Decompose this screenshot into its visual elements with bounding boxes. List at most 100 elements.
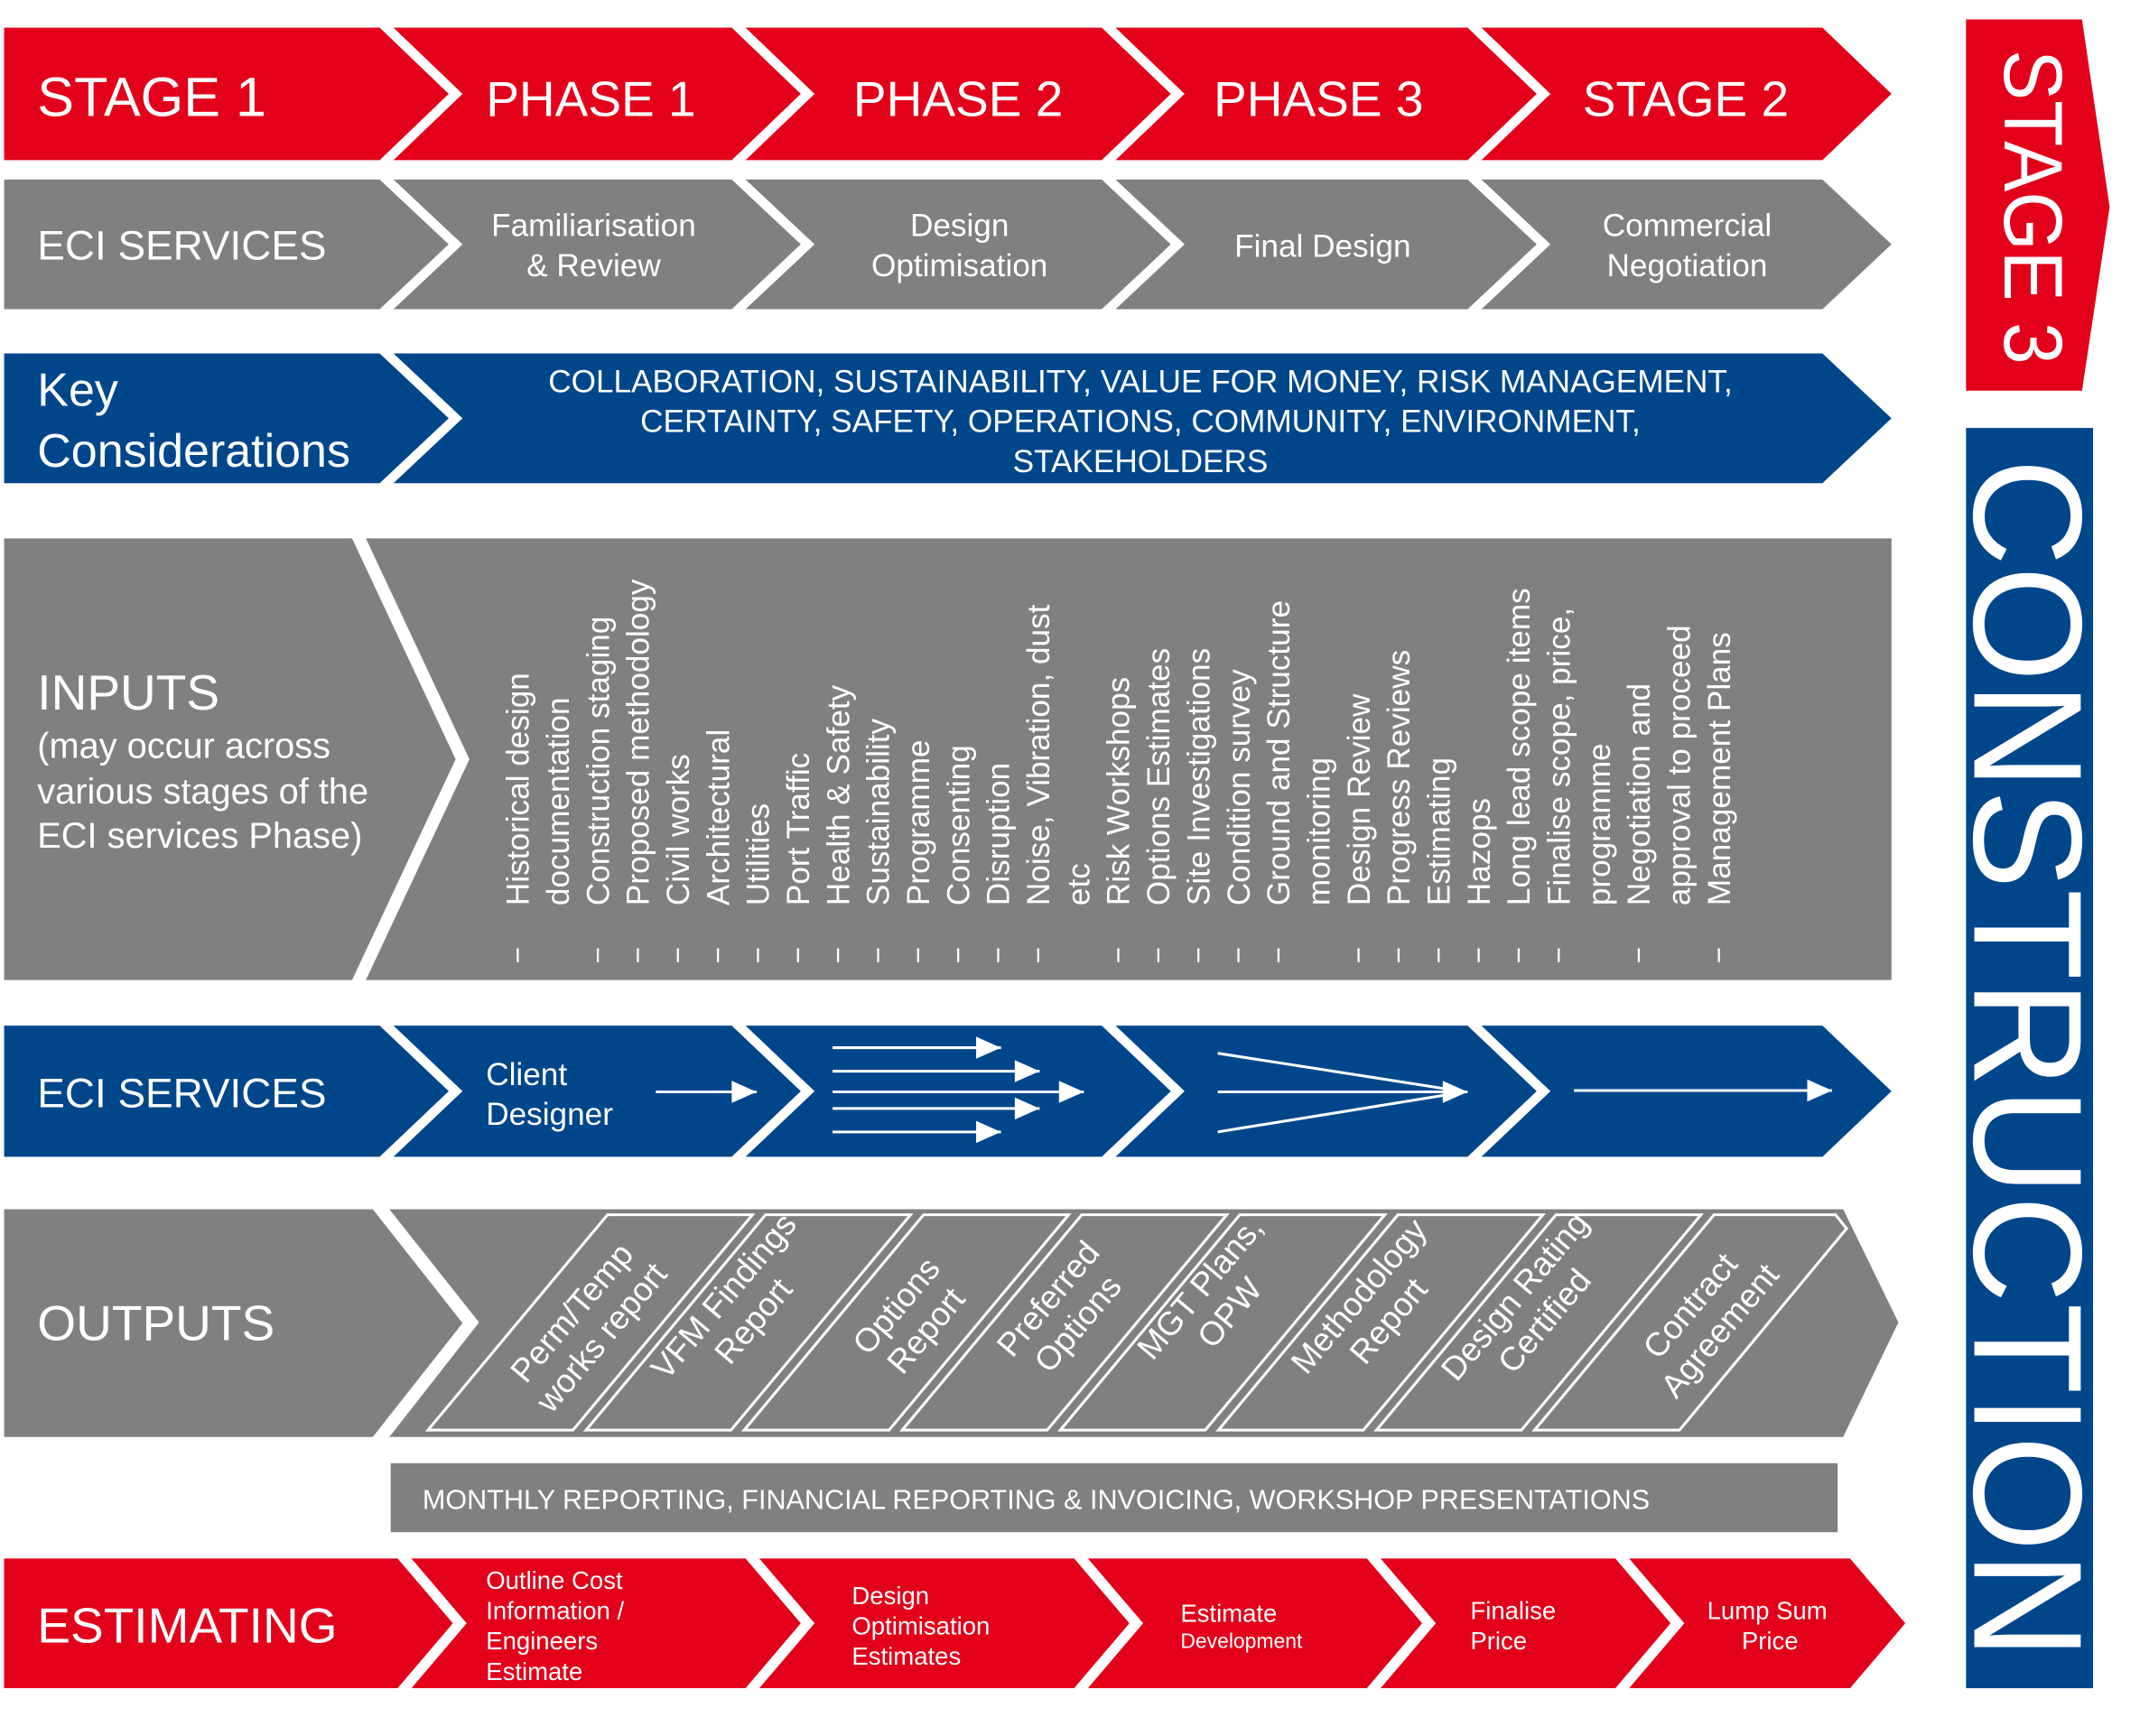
- estimating-chevron-1: [4, 1558, 453, 1689]
- key-considerations-chevron-1: [4, 353, 449, 484]
- outputs-body: [389, 1209, 1899, 1437]
- phase2-service: Design: [910, 209, 1009, 244]
- construction-banner: [1966, 428, 2094, 1689]
- input-item-line: Architectural: [701, 729, 736, 905]
- input-item-line: Long lead scope items: [1502, 588, 1537, 905]
- outputs-title: OUTPUTS: [37, 1295, 274, 1351]
- input-item-line: Consenting: [941, 745, 976, 905]
- estimating-step-2: Design: [851, 1582, 929, 1610]
- eci-services-chevron-2: [393, 179, 801, 310]
- estimating-step-4: Price: [1470, 1627, 1527, 1655]
- inputs-body: [366, 538, 1892, 980]
- input-item-line: etc: [1061, 863, 1096, 905]
- output-item-box: [1215, 1213, 1546, 1432]
- input-item-line: Finalise scope, price,: [1542, 608, 1577, 905]
- header-phase3: PHASE 3: [1214, 70, 1423, 126]
- header-chevron-3: [745, 27, 1171, 161]
- input-item-line: Estimating: [1421, 757, 1456, 905]
- input-item-line: monitoring: [1301, 757, 1336, 905]
- input-item-line: Options Estimates: [1141, 648, 1177, 905]
- arrowhead-icon: [1058, 1081, 1084, 1103]
- arrowhead-icon: [1014, 1097, 1040, 1120]
- input-item-line: Construction staging: [581, 617, 616, 906]
- converging-line: [1217, 1052, 1457, 1092]
- eci-flow-chevron-2: [393, 1026, 801, 1157]
- input-item-line: Disruption: [982, 763, 1017, 905]
- output-item-box: [740, 1213, 1072, 1432]
- outputs-title-chevron: [4, 1209, 463, 1437]
- estimating-step-4: Finalise: [1470, 1597, 1556, 1625]
- inputs-subtitle: ECI services Phase): [37, 816, 362, 856]
- input-item-line: Negotiation and: [1622, 683, 1657, 905]
- input-item-line: Programme: [901, 739, 936, 905]
- inputs-subtitle: various stages of the: [37, 772, 368, 812]
- input-item-line: Utilities: [741, 803, 777, 905]
- estimating-step-3: Estimate: [1180, 1600, 1277, 1628]
- input-item-line: approval to proceed: [1662, 625, 1698, 905]
- input-item-line: documentation: [541, 697, 576, 905]
- input-item-line: Hazops: [1462, 798, 1497, 905]
- phase1-service: & Review: [526, 248, 661, 283]
- eci-services-title: ECI SERVICES: [37, 222, 326, 269]
- header-chevron-1: [4, 27, 449, 161]
- client-label: Client: [486, 1057, 567, 1092]
- header-row: STAGE 1 PHASE 1 PHASE 2 PHASE 3 STAGE 2: [37, 66, 1789, 127]
- eci-services-flow-row: ECI SERVICES Client Designer: [37, 1057, 613, 1132]
- construction-label: CONSTRUCTION: [1941, 459, 2114, 1659]
- converging-line: [1217, 1091, 1457, 1134]
- header-chevron-2: [393, 27, 801, 161]
- arrowhead-icon: [1014, 1060, 1040, 1082]
- stage3-label: STAGE 3: [1986, 50, 2079, 365]
- header-stage1: STAGE 1: [37, 66, 266, 127]
- input-item-line: Site Investigations: [1181, 648, 1216, 905]
- eci-services-chevron-3: [745, 179, 1171, 310]
- eci-services-row: ECI SERVICES Familiarisation & Review De…: [37, 209, 1772, 283]
- input-item-line: Port Traffic: [781, 753, 816, 905]
- arrowhead-icon: [976, 1120, 1001, 1144]
- header-chevron-5: [1481, 27, 1892, 161]
- stage2-service: Negotiation: [1607, 248, 1768, 283]
- key-considerations-title: Considerations: [37, 425, 350, 478]
- input-item-line: Progress Reviews: [1382, 650, 1417, 905]
- considerations-text: CERTAINTY, SAFETY, OPERATIONS, COMMUNITY…: [640, 404, 1641, 440]
- inputs-subtitle: (may occur across: [37, 726, 330, 766]
- reporting-text: MONTHLY REPORTING, FINANCIAL REPORTING &…: [423, 1484, 1650, 1515]
- estimating-step-3: Development: [1180, 1629, 1303, 1653]
- input-item-line: Historical design: [501, 673, 536, 905]
- output-item-box: [898, 1213, 1230, 1432]
- phase3-service: Final Design: [1234, 228, 1410, 264]
- considerations-text: COLLABORATION, SUSTAINABILITY, VALUE FOR…: [548, 364, 1733, 399]
- reporting-bar: [390, 1462, 1838, 1533]
- arrowhead-icon: [731, 1081, 757, 1103]
- eci-services-chevron-1: [4, 179, 449, 310]
- arrowhead-icon: [1442, 1081, 1468, 1103]
- estimating-chevron-4: [1087, 1558, 1422, 1689]
- input-item-line: programme: [1582, 743, 1617, 905]
- eci-services-chevron-5: [1481, 179, 1892, 310]
- estimating-step-1: Outline Cost: [486, 1566, 623, 1594]
- key-considerations-chevron-2: [393, 353, 1892, 484]
- key-considerations-title: Key: [37, 365, 118, 417]
- arrowhead-icon: [976, 1036, 1001, 1059]
- output-item-box: [582, 1213, 914, 1432]
- considerations-text: STAKEHOLDERS: [1013, 444, 1269, 479]
- estimating-row: ESTIMATING Outline Cost Information / En…: [37, 1566, 1827, 1685]
- estimating-chevron-2: [411, 1558, 801, 1689]
- phase2-service: Optimisation: [871, 248, 1047, 283]
- header-chevron-4: [1115, 27, 1537, 161]
- arrowhead-icon: [1807, 1079, 1833, 1102]
- estimating-step-1: Information /: [486, 1597, 624, 1625]
- eci-services-flow-title: ECI SERVICES: [37, 1069, 326, 1116]
- input-item-line: Noise, Vibration, dust: [1021, 604, 1056, 905]
- output-item-box: [1057, 1213, 1388, 1432]
- input-item-line: Condition survey: [1222, 669, 1257, 905]
- header-stage2: STAGE 2: [1583, 70, 1789, 126]
- input-item-line: Design Review: [1342, 693, 1377, 905]
- inputs-list: Historical design documentation Constructi…: [501, 579, 1737, 962]
- estimating-step-5: Lump Sum: [1707, 1597, 1828, 1625]
- phase1-service: Familiarisation: [491, 209, 696, 244]
- input-item-line: Risk Workshops: [1102, 677, 1137, 905]
- estimating-chevron-6: [1629, 1558, 1906, 1689]
- designer-label: Designer: [486, 1097, 613, 1132]
